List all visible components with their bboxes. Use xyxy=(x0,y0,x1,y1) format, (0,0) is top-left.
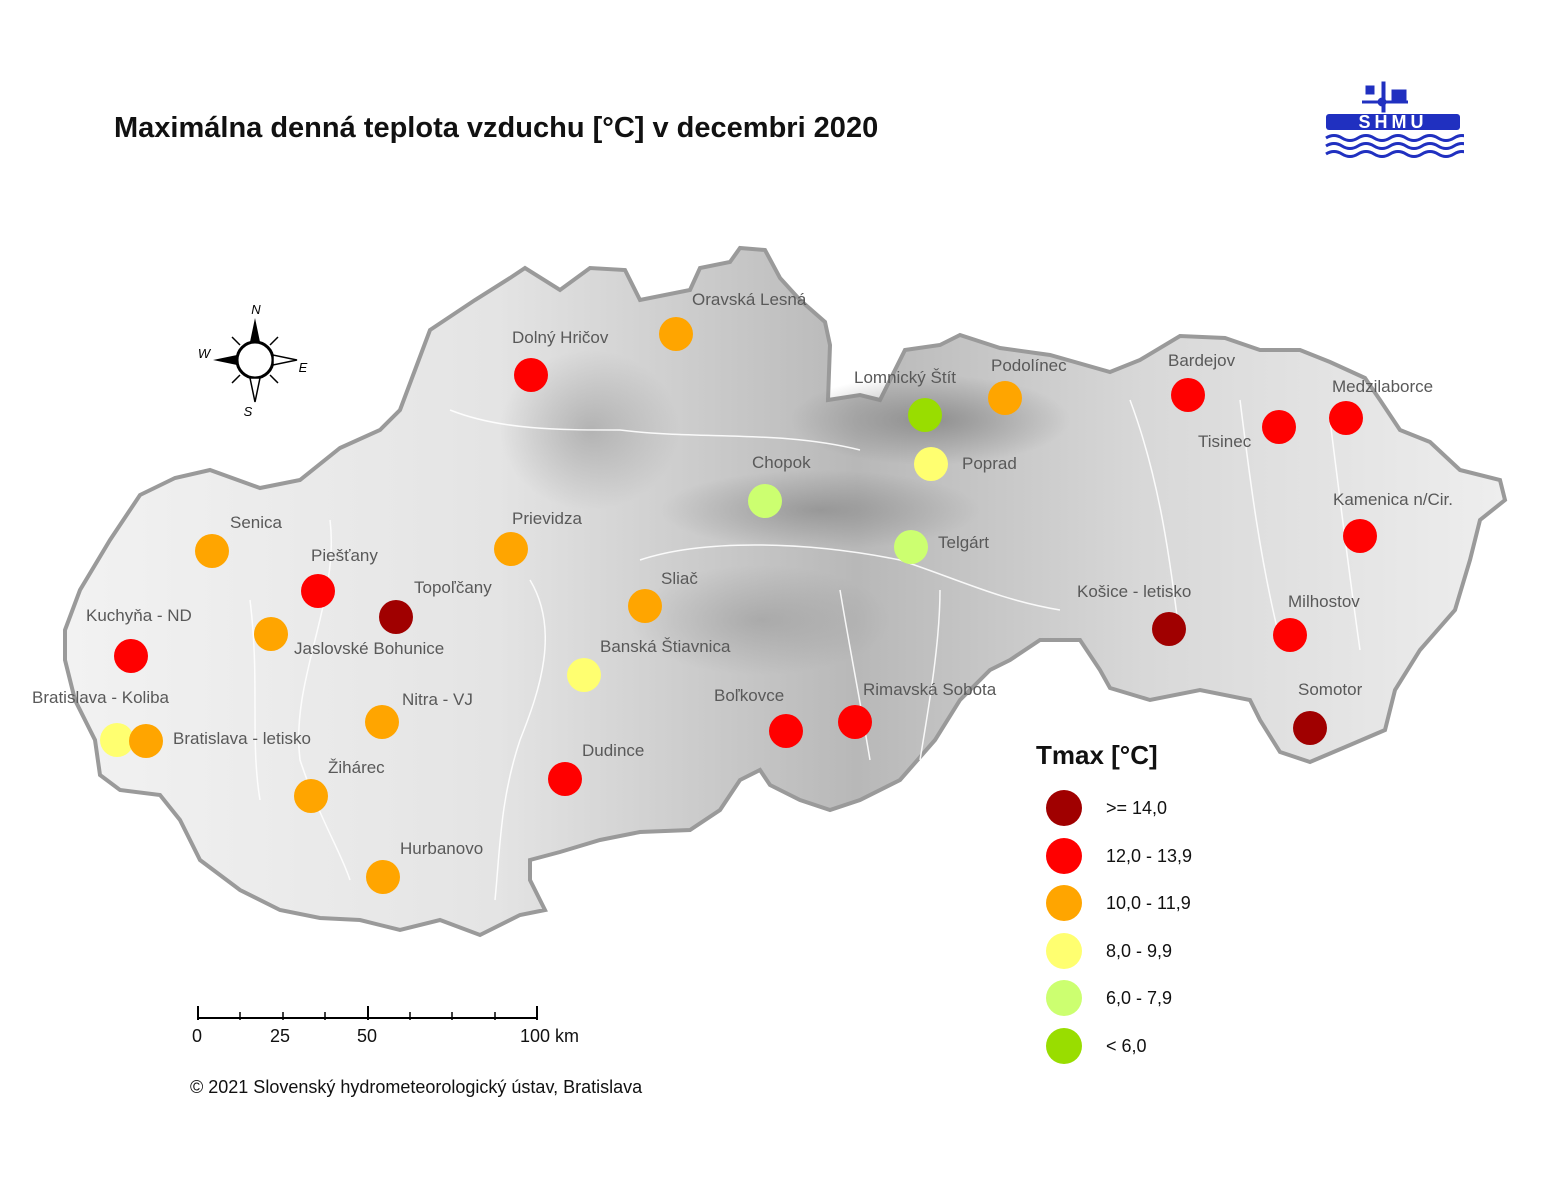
shmu-logo: SHMÚ xyxy=(1325,81,1464,158)
station-label-oravska-lesna: Oravská Lesná xyxy=(692,290,807,309)
station-label-senica: Senica xyxy=(230,513,283,532)
station-label-kosice-letisko: Košice - letisko xyxy=(1077,582,1191,601)
station-marker-rimavska-sobota xyxy=(838,705,872,739)
compass-s: S xyxy=(244,404,253,419)
copyright: © 2021 Slovenský hydrometeorologický úst… xyxy=(190,1077,643,1097)
station-label-chopok: Chopok xyxy=(752,453,811,472)
station-marker-hurbanovo xyxy=(366,860,400,894)
station-marker-dudince xyxy=(548,762,582,796)
station-marker-kosice-letisko xyxy=(1152,612,1186,646)
station-label-kuchyna-nd: Kuchyňa - ND xyxy=(86,606,192,625)
station-label-ziharec: Žihárec xyxy=(328,758,385,777)
station-label-dudince: Dudince xyxy=(582,741,644,760)
station-marker-bratislava-letisko xyxy=(129,724,163,758)
station-label-lomnicky-stit: Lomnický Štít xyxy=(854,368,956,387)
station-label-sliac: Sliač xyxy=(661,569,698,588)
station-label-jaslovske-bohunice: Jaslovské Bohunice xyxy=(294,639,444,658)
station-marker-sliac xyxy=(628,589,662,623)
station-marker-chopok xyxy=(748,484,782,518)
legend-swatch xyxy=(1046,1027,1082,1064)
station-marker-piestany xyxy=(301,574,335,608)
station-label-poprad: Poprad xyxy=(962,454,1017,473)
map-title: Maximálna denná teplota vzduchu [°C] v d… xyxy=(114,112,879,144)
station-label-podolinec: Podolínec xyxy=(991,356,1067,375)
station-marker-telgart xyxy=(894,530,928,564)
station-label-telgart: Telgárt xyxy=(938,533,989,552)
compass-n: N xyxy=(251,302,261,317)
legend-swatch xyxy=(1046,885,1082,921)
relief-ore-mts xyxy=(630,565,890,675)
station-marker-somotor xyxy=(1293,711,1327,745)
legend-swatch xyxy=(1046,790,1082,826)
station-marker-bolkovce xyxy=(769,714,803,748)
station-label-bratislava-letisko: Bratislava - letisko xyxy=(173,729,311,748)
scale-label-0: 0 xyxy=(192,1026,203,1046)
station-marker-kamenica-n-cir xyxy=(1343,519,1377,553)
station-label-hurbanovo: Hurbanovo xyxy=(400,839,483,858)
station-marker-tisinec xyxy=(1262,410,1296,444)
station-label-medzilaborce: Medzilaborce xyxy=(1332,377,1433,396)
station-label-dolny-hricov: Dolný Hričov xyxy=(512,328,609,347)
station-marker-bardejov xyxy=(1171,378,1205,412)
legend-label: 6,0 - 7,9 xyxy=(1106,988,1173,1008)
scale-bar xyxy=(197,1006,538,1020)
station-marker-bratislava-koliba xyxy=(100,723,134,757)
station-label-milhostov: Milhostov xyxy=(1288,592,1360,611)
compass-e: E xyxy=(299,360,308,375)
legend-label: 8,0 - 9,9 xyxy=(1106,940,1173,961)
station-label-prievidza: Prievidza xyxy=(512,509,582,528)
station-label-bratislava-koliba: Bratislava - Koliba xyxy=(32,688,170,707)
station-marker-banska-stiavnica xyxy=(567,658,601,692)
station-marker-medzilaborce xyxy=(1329,401,1363,435)
station-marker-milhostov xyxy=(1273,618,1307,652)
station-label-somotor: Somotor xyxy=(1298,680,1363,699)
scale-label-25: 25 xyxy=(270,1026,291,1046)
station-marker-podolinec xyxy=(988,381,1022,415)
compass-rose: N S E W xyxy=(198,302,308,419)
station-label-nitra-vj: Nitra - VJ xyxy=(402,690,473,709)
station-marker-oravska-lesna xyxy=(659,317,693,351)
station-label-topolcany: Topoľčany xyxy=(414,578,492,597)
station-marker-senica xyxy=(195,534,229,568)
station-marker-nitra-vj xyxy=(365,705,399,739)
legend-swatch xyxy=(1046,837,1082,874)
legend-label: 12,0 - 13,9 xyxy=(1106,845,1193,866)
legend-swatch xyxy=(1046,980,1082,1016)
station-label-piestany: Piešťany xyxy=(311,546,378,565)
legend-label: < 6,0 xyxy=(1106,1035,1147,1056)
legend-label: >= 14,0 xyxy=(1106,798,1168,818)
legend-label: 10,0 - 11,9 xyxy=(1106,893,1191,913)
station-marker-poprad xyxy=(914,447,948,481)
svg-text:SHMÚ: SHMÚ xyxy=(1359,111,1428,132)
station-label-banska-stiavnica: Banská Štiavnica xyxy=(600,637,731,656)
station-marker-kuchyna-nd xyxy=(114,639,148,673)
legend-title: Tmax [°C] xyxy=(1036,740,1158,770)
scale-label-50: 50 xyxy=(357,1026,378,1046)
station-layer: Oravská Lesná Dolný Hričov Lomnický Štít Po… xyxy=(32,290,1453,894)
station-marker-ziharec xyxy=(294,779,328,813)
station-marker-topolcany xyxy=(379,600,413,634)
compass-w: W xyxy=(198,346,212,361)
station-label-tisinec: Tisinec xyxy=(1198,432,1252,451)
station-marker-prievidza xyxy=(494,532,528,566)
scale-label-100: 100 km xyxy=(520,1026,580,1046)
station-marker-jaslovske-bohunice xyxy=(254,617,288,651)
station-label-bardejov: Bardejov xyxy=(1168,351,1236,370)
station-label-bolkovce: Boľkovce xyxy=(714,686,784,705)
relief-low-tatras xyxy=(660,470,980,550)
station-label-rimavska-sobota: Rimavská Sobota xyxy=(863,680,997,699)
station-marker-dolny-hricov xyxy=(514,358,548,392)
logo-lettering xyxy=(1326,114,1460,130)
legend-swatch xyxy=(1046,932,1082,969)
station-label-kamenica-n-cir: Kamenica n/Cir. xyxy=(1333,490,1453,509)
station-marker-lomnicky-stit xyxy=(908,398,942,432)
